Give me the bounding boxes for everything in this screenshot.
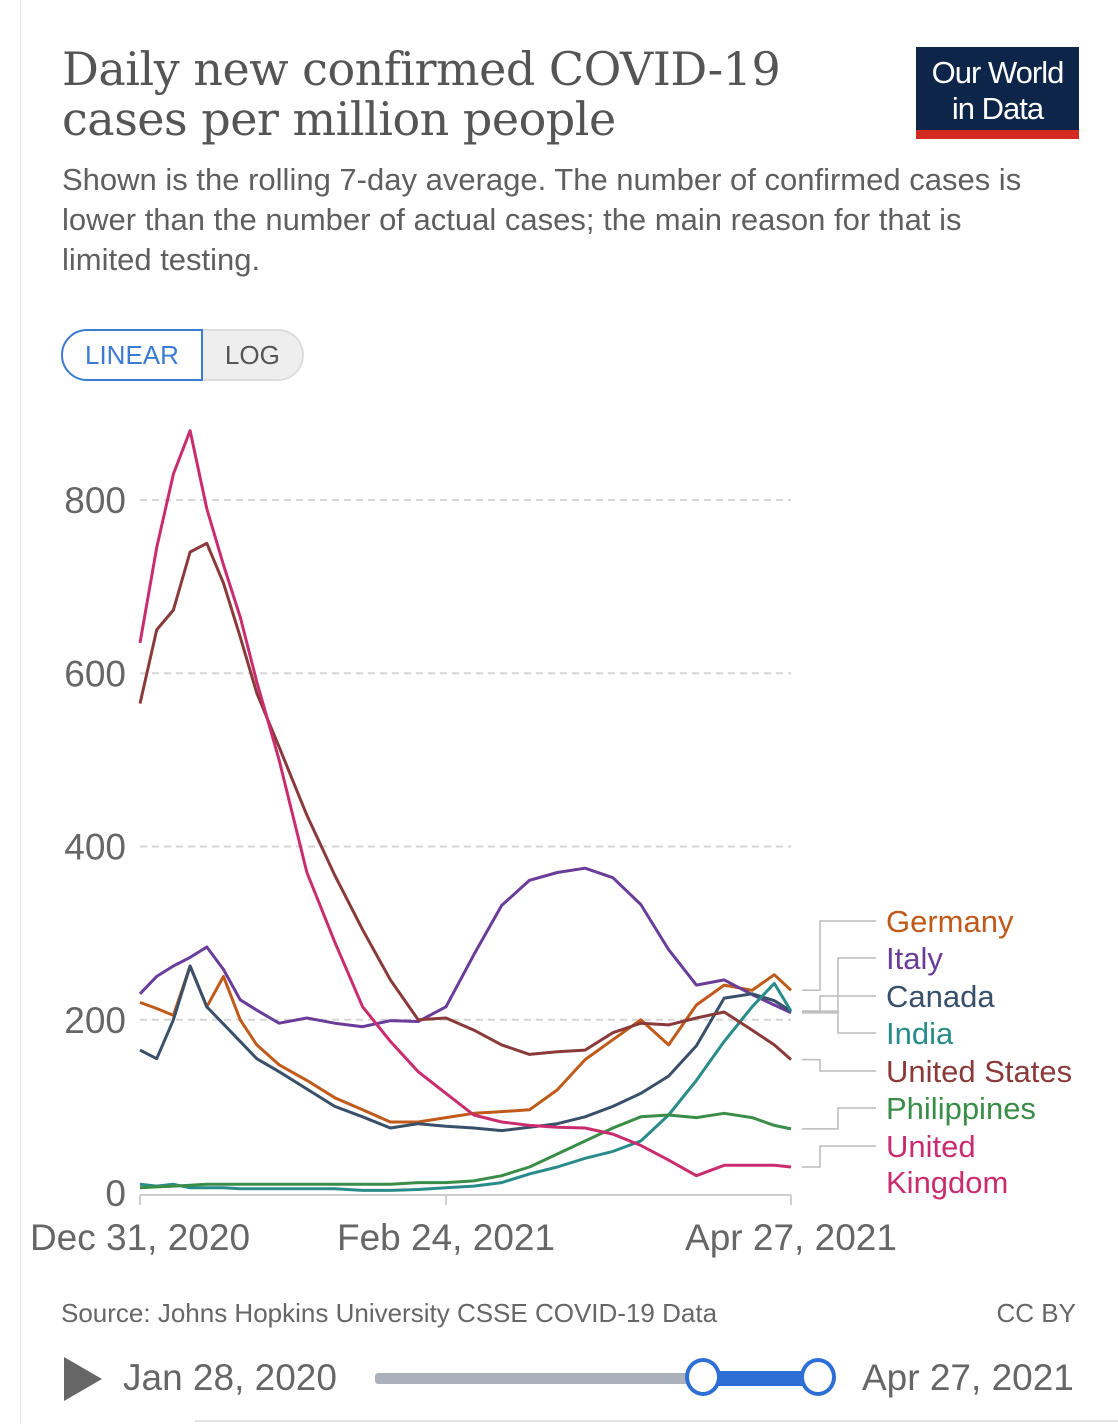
series-line-canada <box>139 964 792 1133</box>
y-tick-label: 800 <box>64 480 126 521</box>
timeline-selected-range[interactable] <box>703 1371 818 1386</box>
chart-title: Daily new confirmed COVID-19 cases per m… <box>62 42 781 146</box>
timeline-start-handle[interactable] <box>685 1358 721 1396</box>
legend-connector <box>802 920 876 992</box>
legend-label-united-kingdom[interactable]: United Kingdom <box>886 1129 1008 1200</box>
series-line-germany <box>139 964 793 1124</box>
timeline-end-handle[interactable] <box>800 1358 836 1396</box>
legend-connector <box>802 1058 876 1072</box>
x-tick-label: Feb 24, 2021 <box>337 1217 555 1258</box>
scale-toggle: LINEAR LOG <box>61 329 304 381</box>
legend-label-united-states[interactable]: United States <box>886 1054 1072 1089</box>
legend-connector <box>802 1145 876 1168</box>
series-line-united-states <box>138 541 792 1061</box>
legend-label-india[interactable]: India <box>886 1016 954 1051</box>
timeline-track[interactable] <box>375 1373 820 1384</box>
legend-label-philippines[interactable]: Philippines <box>886 1091 1036 1126</box>
y-tick-label: 200 <box>64 1000 126 1041</box>
series-line-united-kingdom <box>138 429 792 1178</box>
legend-connector <box>802 957 876 1014</box>
y-tick-label: 400 <box>64 827 126 868</box>
log-scale-button[interactable]: LOG <box>202 329 304 381</box>
legend-label-canada[interactable]: Canada <box>886 979 995 1014</box>
chart-subtitle: Shown is the rolling 7-day average. The … <box>62 162 1022 277</box>
timeline-start-date: Jan 28, 2020 <box>123 1357 337 1398</box>
logo-line2: in Data <box>951 91 1044 126</box>
legend-connector <box>802 1107 876 1130</box>
play-icon[interactable] <box>64 1357 102 1401</box>
source-note[interactable]: Source: Johns Hopkins University CSSE CO… <box>61 1298 718 1328</box>
series-line-india <box>139 981 793 1192</box>
y-tick-label: 600 <box>64 653 126 694</box>
card-border <box>20 0 21 1424</box>
license-link[interactable]: CC BY <box>996 1298 1076 1328</box>
linear-scale-button[interactable]: LINEAR <box>61 329 203 381</box>
x-tick-label: Dec 31, 2020 <box>30 1217 250 1258</box>
series-line-philippines <box>139 1111 792 1190</box>
y-tick-label: 0 <box>105 1173 126 1214</box>
timeline-end-date: Apr 27, 2021 <box>862 1357 1074 1398</box>
legend-connector <box>802 1010 876 1034</box>
card-bottom-border <box>195 1420 1118 1422</box>
legend-connector <box>802 995 876 1012</box>
x-tick-label: Apr 27, 2021 <box>685 1217 897 1258</box>
logo-line1: Our World <box>931 55 1065 90</box>
legend-label-italy[interactable]: Italy <box>886 941 943 976</box>
legend-label-germany[interactable]: Germany <box>886 904 1014 939</box>
line-chart: 0 200 400 600 800 Dec 31, 2020 Feb 24, 2021 Apr… <box>30 429 1072 1258</box>
series-line-italy <box>138 866 792 1029</box>
owid-logo[interactable]: Our World in Data <box>916 47 1079 139</box>
